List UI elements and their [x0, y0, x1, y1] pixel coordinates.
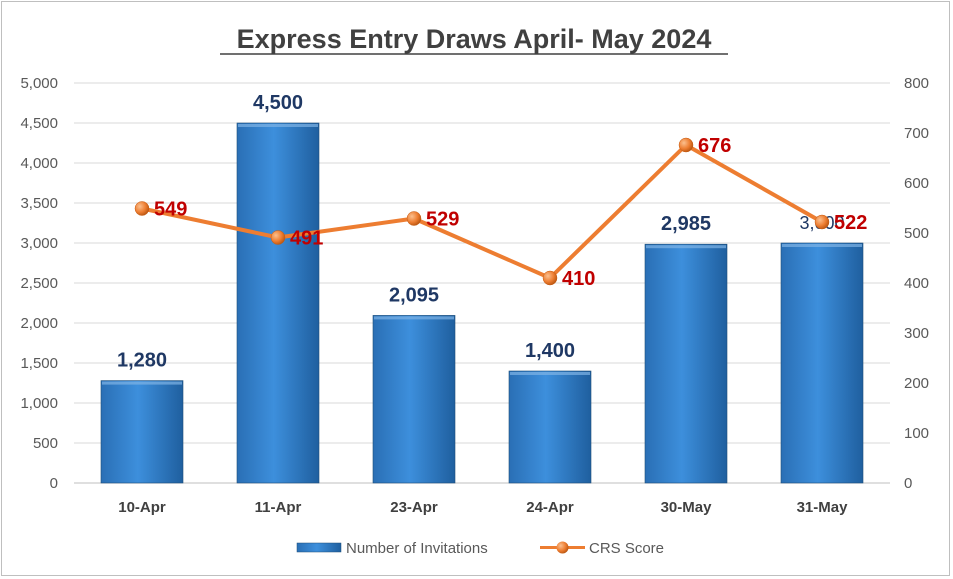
crs-value-label: 410	[562, 268, 595, 290]
bar-value-label: 4,500	[253, 92, 303, 114]
y-left-tick-label: 4,500	[20, 115, 58, 132]
crs-marker	[406, 211, 422, 226]
line-series	[134, 137, 830, 286]
y-right-tick-label: 200	[904, 375, 929, 392]
bar-highlight	[102, 381, 182, 385]
y-left-tick-label: 4,000	[20, 155, 58, 172]
bar-value-label: 2,095	[389, 284, 439, 306]
y-right-tick-label: 700	[904, 125, 929, 142]
y-right-tick-label: 500	[904, 225, 929, 242]
bar-highlight	[510, 372, 590, 375]
bar	[236, 122, 320, 484]
legend: Number of Invitations CRS Score	[296, 540, 664, 557]
bar-series	[100, 122, 864, 484]
crs-marker	[542, 270, 558, 286]
y-right-tick-label: 100	[904, 425, 929, 442]
crs-line	[141, 143, 823, 280]
bar-value-label: 2,985	[661, 213, 711, 235]
crs-value-label: 529	[426, 209, 459, 231]
crs-marker	[270, 230, 286, 245]
y-left-tick-label: 5,000	[20, 75, 58, 92]
bar	[780, 242, 864, 484]
y-left-tick-label: 1,500	[20, 355, 58, 372]
y-right-tick-label: 600	[904, 175, 929, 192]
bar-highlight	[782, 244, 862, 247]
gridlines	[74, 82, 890, 484]
crs-value-label: 549	[154, 199, 187, 221]
bar	[372, 315, 456, 484]
bar	[508, 370, 592, 484]
legend-label-invitations: Number of Invitations	[346, 540, 488, 557]
x-tick-label: 30-May	[661, 499, 713, 516]
bar-value-label: 1,280	[117, 350, 167, 372]
chart-title: Express Entry Draws April- May 2024	[237, 24, 712, 54]
y-right-tick-label: 300	[904, 325, 929, 342]
x-tick-label: 11-Apr	[255, 499, 302, 516]
crs-marker	[134, 201, 150, 216]
crs-value-label: 522	[834, 212, 867, 234]
x-tick-label: 23-Apr	[390, 499, 438, 516]
y-left-tick-label: 0	[50, 475, 58, 492]
y-left-tick-label: 2,000	[20, 315, 58, 332]
y-axis-right: 0 100 200 300 400 500 600 700 800	[904, 75, 929, 492]
y-right-tick-label: 800	[904, 75, 929, 92]
line-data-labels: 549 491 529 410 676 522	[154, 135, 867, 290]
x-tick-label: 31-May	[797, 499, 849, 516]
legend-label-crs: CRS Score	[589, 540, 664, 557]
x-tick-label: 10-Apr	[118, 499, 166, 516]
y-right-tick-label: 0	[904, 475, 912, 492]
y-left-tick-label: 3,500	[20, 195, 58, 212]
bar-highlight	[238, 124, 318, 127]
bar	[644, 243, 728, 484]
legend-swatch-invitations	[296, 542, 342, 553]
y-left-tick-label: 500	[33, 435, 58, 452]
bar-value-label: 1,400	[525, 340, 575, 362]
bar-highlight	[374, 316, 454, 320]
x-tick-label: 24-Apr	[526, 499, 574, 516]
y-left-tick-label: 1,000	[20, 395, 58, 412]
x-axis: 10-Apr 11-Apr 23-Apr 24-Apr 30-May 31-May	[118, 499, 848, 516]
crs-marker	[678, 137, 694, 153]
crs-value-label: 676	[698, 135, 731, 157]
legend-swatch-crs-marker	[556, 541, 569, 554]
crs-value-label: 491	[290, 228, 323, 250]
crs-marker	[814, 214, 830, 230]
y-right-tick-label: 400	[904, 275, 929, 292]
y-left-tick-label: 2,500	[20, 275, 58, 292]
y-axis-left: 0 500 1,000 1,500 2,000 2,500 3,000 3,500 4,000 4…	[20, 75, 58, 492]
y-left-tick-label: 3,000	[20, 235, 58, 252]
bar-highlight	[646, 245, 726, 249]
bar	[100, 380, 184, 484]
